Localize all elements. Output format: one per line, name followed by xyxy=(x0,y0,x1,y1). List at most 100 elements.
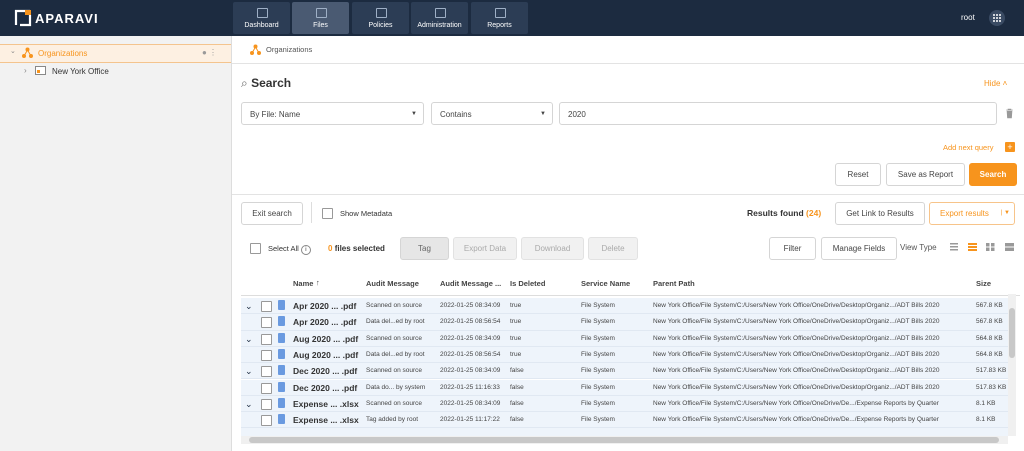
v-scroll-thumb[interactable] xyxy=(1009,308,1015,358)
cell: false xyxy=(510,383,524,391)
operator-select[interactable]: Contains ▼ xyxy=(431,102,553,125)
nav-label[interactable]: Reports xyxy=(487,22,512,29)
tree-label[interactable]: Organizations xyxy=(38,49,88,58)
cell[interactable]: Aug 2020 ... .pdf xyxy=(293,349,359,360)
operator-value[interactable]: Contains xyxy=(440,110,472,119)
nav-item[interactable]: Files xyxy=(292,2,349,34)
row-checkbox[interactable] xyxy=(261,366,272,378)
nav-label[interactable]: Files xyxy=(313,22,328,29)
search-button[interactable]: Search xyxy=(969,163,1017,186)
cell[interactable]: Dec 2020 ... .pdf xyxy=(293,366,358,377)
manage-fields[interactable]: Manage Fields xyxy=(821,237,897,260)
expand-toggle[interactable]: ⌄ xyxy=(245,301,253,311)
table-row[interactable] xyxy=(241,395,1008,413)
row-checkbox[interactable] xyxy=(261,317,272,329)
table-row[interactable] xyxy=(241,379,1008,396)
cell[interactable]: Expense ... .xlsx xyxy=(293,398,359,409)
filter-button[interactable]: Filter xyxy=(769,237,816,260)
table-row[interactable] xyxy=(241,412,1008,429)
metadata-label[interactable]: Show Metadata xyxy=(340,209,393,218)
action-button[interactable]: Tag xyxy=(400,237,449,260)
save-report-button[interactable]: Save as Report xyxy=(886,163,965,186)
hide-text[interactable]: Hide xyxy=(984,79,1001,88)
tree-row-selected[interactable] xyxy=(0,44,231,63)
nav-label[interactable]: Dashboard xyxy=(244,22,279,29)
table-row[interactable] xyxy=(241,330,1008,347)
cell[interactable]: Apr 2020 ... .pdf xyxy=(293,317,357,328)
nav-item[interactable]: Reports xyxy=(471,2,528,34)
get-link[interactable]: Get Link to Results xyxy=(835,202,925,225)
column-header[interactable]: Audit Message ... xyxy=(440,279,502,288)
column-header[interactable]: Name xyxy=(293,279,314,288)
cell: New York Office/File System/C:/Users/New… xyxy=(653,416,939,424)
select-all-label[interactable]: Select All i xyxy=(268,244,311,255)
nav-item[interactable]: Policies xyxy=(352,2,409,34)
field-select[interactable]: By File: Name ▼ xyxy=(241,102,424,125)
nav-item[interactable]: Administration xyxy=(411,2,468,34)
column-header[interactable]: Size xyxy=(976,279,992,288)
row-checkbox[interactable] xyxy=(261,349,272,361)
row-checkbox[interactable] xyxy=(261,415,272,427)
file-icon xyxy=(278,332,285,343)
view-type-icons[interactable] xyxy=(950,242,1016,252)
cell: New York Office/File System/C:/Users/New… xyxy=(653,318,940,326)
row-checkbox[interactable] xyxy=(261,382,272,394)
export-text[interactable]: Export results xyxy=(940,209,989,218)
tree-caret[interactable]: ⌄ xyxy=(10,48,16,55)
export-results[interactable]: Export results | ▼ xyxy=(929,202,1015,225)
cell[interactable]: Aug 2020 ... .pdf xyxy=(293,333,359,344)
nav-item[interactable]: Dashboard xyxy=(233,2,290,34)
search-input[interactable]: 2020 xyxy=(559,102,997,125)
expand-toggle[interactable]: ⌄ xyxy=(245,398,253,409)
row-checkbox[interactable] xyxy=(261,333,272,345)
sort-arrow[interactable]: ↑ xyxy=(316,278,320,287)
cell: New York Office/File System/C:/Users/New… xyxy=(653,302,940,309)
expand-toggle[interactable]: ⌄ xyxy=(245,366,253,377)
row-checkbox[interactable] xyxy=(261,398,272,410)
h-scroll-thumb[interactable] xyxy=(249,437,999,443)
cell: 2022-01-25 08:34:09 xyxy=(440,334,501,342)
divider xyxy=(232,194,1024,195)
office-icon xyxy=(35,66,46,75)
action-button[interactable]: Delete xyxy=(588,237,638,260)
select-all-text[interactable]: Select All xyxy=(268,244,299,253)
metadata-checkbox[interactable] xyxy=(322,208,333,219)
h-scrollbar[interactable] xyxy=(241,436,1008,444)
reset-button[interactable]: Reset xyxy=(835,163,881,186)
delete-query[interactable] xyxy=(1005,108,1014,119)
v-scrollbar[interactable] xyxy=(1008,294,1016,436)
add-query[interactable]: Add next query xyxy=(943,143,994,152)
select-all-checkbox[interactable] xyxy=(250,243,261,254)
hide-toggle[interactable]: Hide ˄ xyxy=(984,79,1008,88)
cell: 2022-01-25 08:34:09 xyxy=(440,399,501,407)
nav-label[interactable]: Administration xyxy=(417,22,462,29)
table-row[interactable] xyxy=(241,314,1008,331)
breadcrumb-icon xyxy=(250,44,261,55)
column-header[interactable]: Audit Message xyxy=(366,279,419,288)
add-query-icon[interactable]: + xyxy=(1005,142,1015,152)
column-header[interactable]: Is Deleted xyxy=(510,279,546,288)
cell: File System xyxy=(581,399,615,407)
cell[interactable]: Apr 2020 ... .pdf xyxy=(293,301,357,311)
row-checkbox[interactable] xyxy=(261,301,272,312)
results-found: Results found (24) xyxy=(747,208,821,218)
exit-search[interactable]: Exit search xyxy=(241,202,303,225)
action-button[interactable]: Download xyxy=(521,237,584,260)
field-value[interactable]: By File: Name xyxy=(250,110,301,119)
tree-caret[interactable]: › xyxy=(24,66,27,75)
column-header[interactable]: Service Name xyxy=(581,279,631,288)
table-row[interactable] xyxy=(241,346,1008,364)
user-name[interactable]: root xyxy=(961,13,975,22)
table-row[interactable] xyxy=(241,298,1008,315)
apps-menu[interactable] xyxy=(989,10,1005,26)
expand-toggle[interactable]: ⌄ xyxy=(245,333,253,344)
cell[interactable]: Dec 2020 ... .pdf xyxy=(293,382,358,393)
nav-label[interactable]: Policies xyxy=(368,22,393,29)
tree-menu[interactable]: ● ⋮ xyxy=(202,48,218,57)
cell[interactable]: Expense ... .xlsx xyxy=(293,415,359,426)
column-header[interactable]: Parent Path xyxy=(653,279,695,288)
breadcrumb[interactable]: Organizations xyxy=(266,45,313,54)
table-row[interactable] xyxy=(241,363,1008,380)
tree-label[interactable]: New York Office xyxy=(52,67,109,76)
action-button[interactable]: Export Data xyxy=(453,237,517,260)
